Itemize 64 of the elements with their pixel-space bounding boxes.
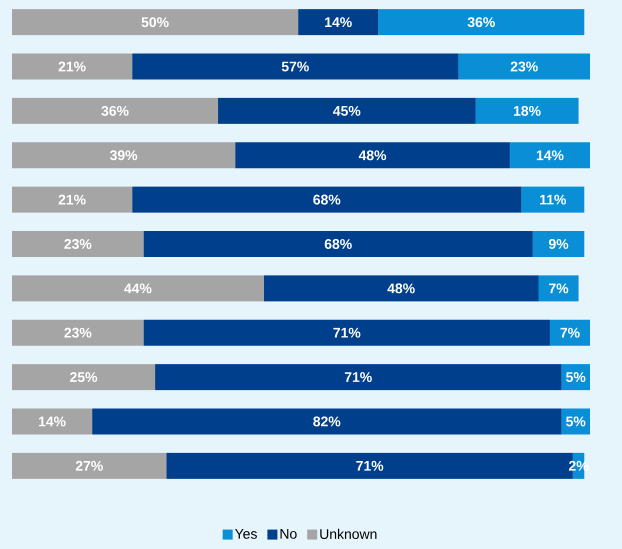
data-label: 14%: [38, 416, 66, 426]
data-label: 5%: [566, 416, 586, 426]
bar: [510, 142, 590, 168]
data-label: 71%: [333, 328, 360, 338]
bar: [235, 142, 510, 168]
data-label: 23%: [64, 239, 92, 249]
data-label: 25%: [70, 372, 98, 382]
data-label: 14%: [536, 150, 564, 160]
data-label: 21%: [58, 62, 86, 72]
data-label: 9%: [548, 239, 568, 249]
data-label: 57%: [282, 62, 309, 72]
bar: [298, 9, 378, 36]
data-label: 82%: [313, 416, 340, 426]
data-label: 68%: [313, 194, 340, 205]
bar: [12, 320, 144, 346]
bar: [144, 320, 550, 346]
bar: [538, 275, 579, 302]
data-label: 44%: [124, 283, 152, 294]
bar: [12, 186, 132, 213]
data-label: 18%: [514, 106, 541, 116]
data-label: 23%: [64, 328, 92, 338]
data-label: 36%: [468, 17, 495, 28]
data-label: 50%: [142, 17, 169, 28]
data-label: 11%: [540, 194, 566, 205]
data-label: 7%: [549, 283, 568, 294]
bar: [92, 408, 562, 434]
bar: [264, 275, 538, 302]
data-label: 14%: [325, 17, 352, 28]
bar: [458, 54, 590, 80]
data-label: 71%: [356, 460, 384, 471]
bar: [218, 98, 476, 124]
bar: [12, 452, 167, 479]
data-label: 68%: [324, 239, 352, 249]
data-label: 23%: [510, 62, 538, 72]
bar: [521, 186, 584, 213]
legend-label: Unknown: [320, 528, 376, 540]
bar: [12, 231, 144, 258]
data-label: 48%: [387, 283, 415, 294]
bar: [12, 364, 156, 390]
data-label: 39%: [110, 150, 138, 160]
bar: [12, 275, 264, 302]
data-label: 48%: [358, 150, 386, 160]
bar: [12, 54, 132, 80]
data-label: 27%: [76, 460, 103, 471]
data-label: 5%: [566, 372, 586, 382]
data-label: 7%: [560, 328, 580, 338]
bar: [132, 186, 522, 213]
bar: [550, 320, 590, 346]
bar: [378, 9, 584, 36]
bar: [12, 142, 236, 168]
bar: [476, 98, 579, 124]
bar: [12, 98, 218, 124]
legend-label: Yes: [234, 529, 257, 539]
data-label: 71%: [344, 372, 372, 382]
bar: [532, 231, 584, 258]
data-label: 36%: [101, 106, 129, 116]
bar: [144, 231, 533, 258]
bar: [12, 9, 298, 36]
bar: [132, 54, 458, 80]
bar: [155, 364, 562, 390]
data-label: 45%: [333, 106, 360, 116]
data-label: 21%: [58, 194, 86, 205]
legend-label: No: [280, 529, 297, 539]
bar: [12, 408, 92, 434]
